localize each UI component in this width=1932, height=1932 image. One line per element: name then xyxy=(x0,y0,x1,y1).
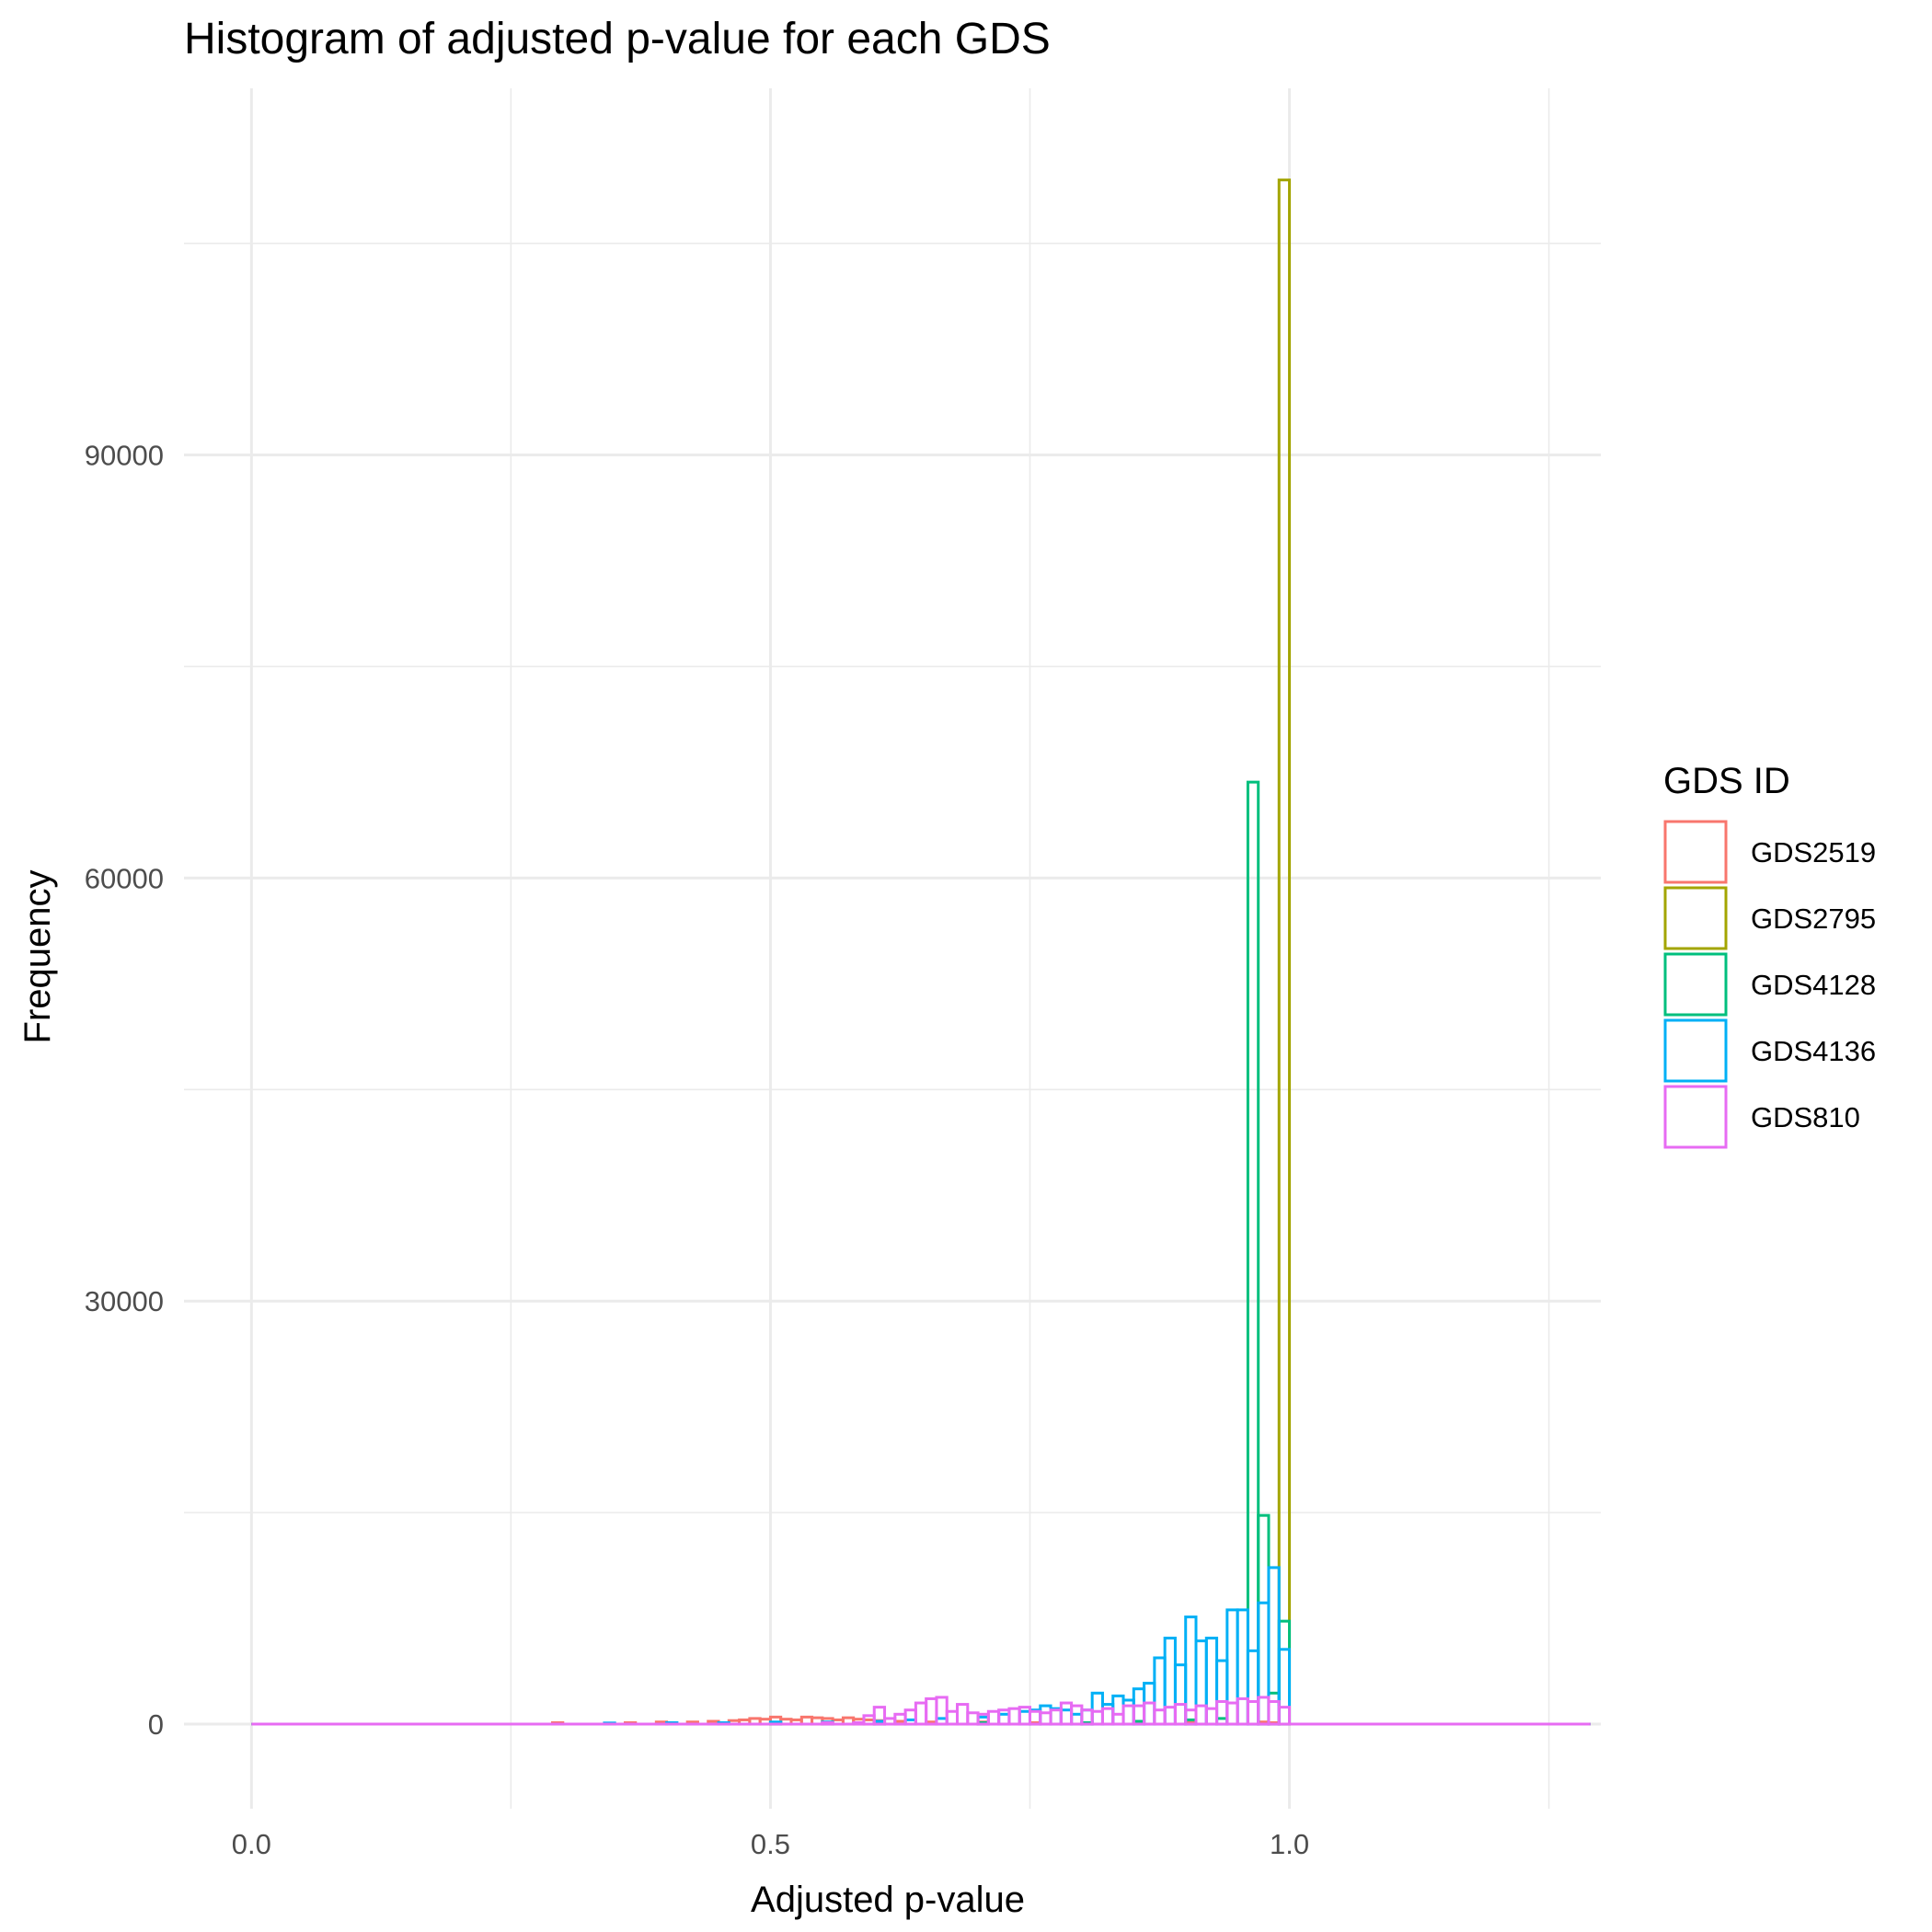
grid-lines xyxy=(184,88,1601,1809)
bar-gds4136 xyxy=(1153,1656,1167,1726)
bar-gds4136 xyxy=(1111,1694,1125,1726)
bar-gds4136 xyxy=(1163,1637,1177,1726)
bar-gds810 xyxy=(1059,1701,1074,1726)
bar-gds4128 xyxy=(1277,1619,1292,1726)
bar-gds810 xyxy=(903,1708,917,1726)
legend: GDS ID GDS2519 GDS2795 GDS4128 GDS4136 GDS81… xyxy=(1663,761,1876,1149)
bar-gds810 xyxy=(1100,1707,1115,1726)
legend-label-gds4136: GDS4136 xyxy=(1751,1035,1876,1067)
bar-gds810 xyxy=(1173,1703,1188,1726)
y-tick-label: 90000 xyxy=(85,440,164,472)
bar-gds810 xyxy=(1236,1696,1249,1726)
bar-gds810 xyxy=(1163,1706,1177,1726)
legend-key-gds4136 xyxy=(1663,1018,1728,1083)
legend-label-gds810: GDS810 xyxy=(1751,1101,1860,1133)
y-tick-label: 60000 xyxy=(85,862,164,894)
y-tick-label: 0 xyxy=(148,1708,164,1741)
bar-gds810 xyxy=(1194,1704,1208,1726)
bar-gds4136 xyxy=(1018,1709,1031,1726)
bar-gds4136 xyxy=(1090,1691,1104,1726)
bar-gds4136 xyxy=(1257,1601,1271,1726)
bar-gds810 xyxy=(997,1708,1011,1726)
bar-gds810 xyxy=(1215,1700,1229,1726)
bar-gds4136 xyxy=(1194,1639,1208,1726)
bar-gds810 xyxy=(945,1709,960,1726)
x-axis-label: Adjusted p-value xyxy=(751,1880,1025,1920)
bar-gds810 xyxy=(1225,1701,1239,1726)
bar-gds810 xyxy=(956,1703,970,1726)
bar-gds4136 xyxy=(1039,1704,1052,1726)
bar-gds810 xyxy=(1257,1696,1271,1726)
bar-gds810 xyxy=(1018,1706,1031,1726)
bar-gds4136 xyxy=(997,1712,1011,1726)
bar-gds4136 xyxy=(1059,1708,1074,1726)
y-tick-labels: 0 30000 60000 90000 xyxy=(85,440,164,1742)
legend-key-gds2519 xyxy=(1663,820,1728,884)
bar-gds4136 xyxy=(1215,1659,1229,1726)
bar-gds810 xyxy=(1153,1708,1167,1726)
legend-label-gds2519: GDS2519 xyxy=(1751,836,1876,868)
bar-gds810 xyxy=(1143,1701,1156,1726)
x-tick-label: 0.0 xyxy=(232,1828,271,1860)
bar-gds4136 xyxy=(1236,1608,1249,1726)
bar-gds4136 xyxy=(1277,1648,1292,1726)
bar-gds810 xyxy=(986,1709,1001,1726)
bar-gds4136 xyxy=(1173,1663,1188,1726)
bar-gds4136 xyxy=(1246,1649,1260,1726)
bar-gds810 xyxy=(1267,1700,1281,1726)
bar-gds810 xyxy=(1246,1700,1260,1726)
legend-key-gds4128 xyxy=(1663,952,1728,1017)
bar-gds4136 xyxy=(1184,1616,1198,1726)
bar-gds810 xyxy=(1039,1711,1052,1726)
legend-key-gds810 xyxy=(1663,1085,1728,1149)
bar-gds810 xyxy=(1090,1709,1104,1726)
bar-gds810 xyxy=(1007,1707,1021,1726)
legend-key-gds2795 xyxy=(1663,886,1728,950)
bar-gds4136 xyxy=(1225,1608,1239,1726)
histogram-bars xyxy=(551,178,1292,1726)
y-tick-label: 30000 xyxy=(85,1285,164,1317)
bar-gds810 xyxy=(914,1701,928,1726)
y-axis-label: Frequency xyxy=(17,870,58,1044)
bar-gds810 xyxy=(935,1696,949,1726)
bar-gds2795 xyxy=(1277,178,1292,1726)
bar-gds810 xyxy=(925,1696,938,1726)
bar-gds4128 xyxy=(1246,780,1260,1726)
bar-gds4136 xyxy=(1070,1712,1084,1726)
bar-gds4136 xyxy=(1204,1637,1219,1726)
bar-gds810 xyxy=(966,1711,980,1726)
x-tick-label: 0.5 xyxy=(751,1828,790,1860)
legend-title: GDS ID xyxy=(1663,761,1790,801)
bar-gds810 xyxy=(1204,1707,1219,1726)
legend-label-gds4128: GDS4128 xyxy=(1751,969,1876,1001)
bar-gds810 xyxy=(1049,1708,1063,1726)
bar-gds4136 xyxy=(1121,1698,1135,1726)
bar-gds4128 xyxy=(1267,1691,1281,1726)
x-tick-label: 1.0 xyxy=(1270,1828,1309,1860)
bar-gds810 xyxy=(1277,1706,1292,1726)
x-tick-labels: 0.0 0.5 1.0 xyxy=(232,1828,1309,1860)
legend-label-gds2795: GDS2795 xyxy=(1751,903,1876,935)
bar-gds810 xyxy=(1121,1704,1135,1726)
bar-gds810 xyxy=(1111,1712,1125,1726)
chart-title: Histogram of adjusted p-value for each G… xyxy=(184,15,1051,63)
bar-gds4128 xyxy=(1257,1513,1271,1726)
